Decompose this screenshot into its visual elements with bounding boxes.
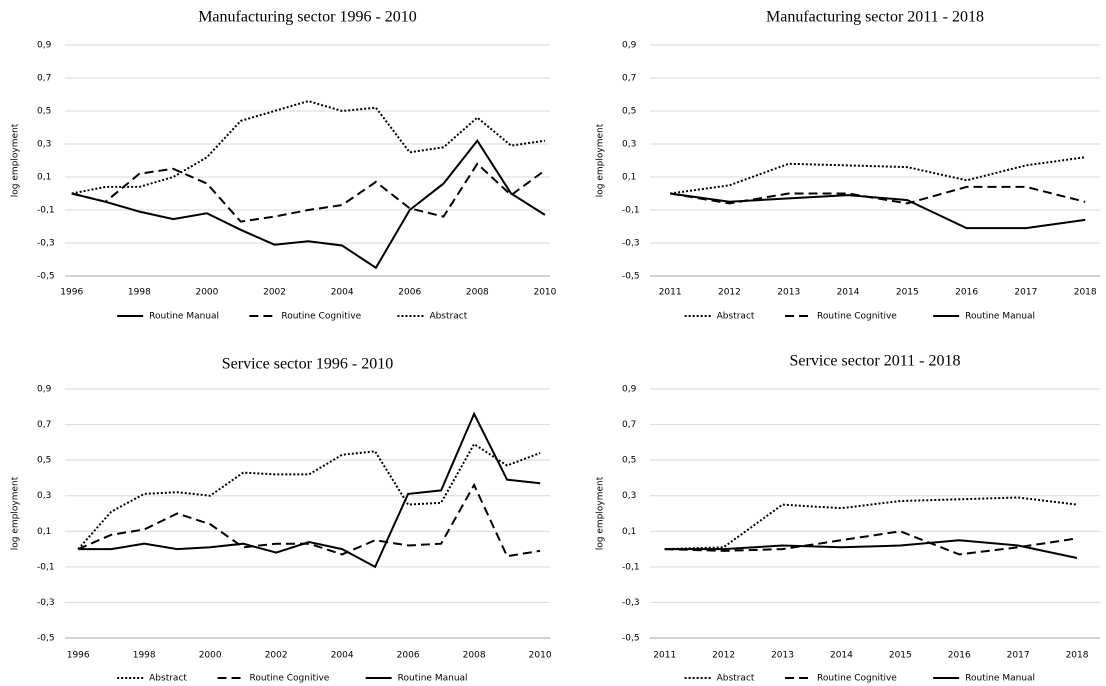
x-tick-label: 2013 [771, 651, 794, 661]
legend-label: Routine Manual [398, 674, 468, 684]
x-tick-label: 1996 [67, 651, 90, 661]
x-tick-label: 2014 [830, 651, 853, 661]
y-tick-label: 0,3 [37, 140, 51, 150]
legend-label: Routine Manual [965, 674, 1035, 684]
legend-label: Routine Manual [149, 312, 219, 322]
y-tick-label: 0,9 [37, 385, 52, 395]
y-tick-label: -0,3 [622, 598, 640, 608]
series-line [664, 539, 1078, 559]
legend-label: Routine Cognitive [817, 312, 897, 322]
legend-label: Routine Manual [965, 312, 1035, 322]
x-tick-label: 2018 [1074, 288, 1097, 298]
y-tick-label: 0,5 [37, 456, 51, 466]
x-tick-label: 2000 [195, 288, 218, 298]
y-tick-label: 0,7 [622, 420, 636, 430]
x-tick-label: 2011 [653, 651, 676, 661]
x-tick-label: 2006 [398, 288, 421, 298]
legend-label: Abstract [717, 312, 755, 322]
chart-panel: Service sector 1996 - 2010 log employment… [11, 356, 552, 684]
y-axis-label: log employment [11, 123, 21, 197]
chart-panel: Manufacturing sector 2011 - 2018 log empl… [596, 9, 1100, 322]
y-tick-label: 0,3 [622, 491, 636, 501]
x-tick-label: 2013 [777, 288, 800, 298]
chart-panel: Service sector 2011 - 2018 log employment… [596, 353, 1100, 684]
series-line [78, 411, 541, 569]
x-tick-label: 2017 [1007, 651, 1030, 661]
x-tick-label: 2008 [463, 651, 486, 661]
series-line [664, 496, 1078, 551]
x-tick-label: 2012 [712, 651, 735, 661]
chart-title: Service sector 2011 - 2018 [790, 353, 961, 370]
y-tick-label: 0,9 [37, 41, 52, 51]
y-axis-label: log employment [11, 476, 21, 550]
y-tick-label: -0,5 [37, 634, 55, 644]
x-tick-label: 2010 [529, 651, 552, 661]
x-tick-label: 2016 [955, 288, 978, 298]
x-tick-label: 2002 [265, 651, 288, 661]
y-tick-label: 0,3 [622, 140, 636, 150]
series-line [71, 162, 546, 223]
x-tick-label: 2006 [397, 651, 420, 661]
x-tick-label: 1998 [128, 288, 151, 298]
x-tick-label: 2004 [331, 288, 354, 298]
y-tick-label: 0,1 [37, 527, 51, 537]
legend-label: Abstract [717, 674, 755, 684]
y-tick-label: 0,9 [622, 385, 637, 395]
y-axis-label: log employment [596, 123, 606, 197]
y-tick-label: -0,5 [37, 272, 55, 282]
y-tick-label: -0,5 [622, 634, 640, 644]
x-tick-label: 2011 [659, 288, 682, 298]
y-tick-label: 0,7 [37, 420, 51, 430]
legend-label: Routine Cognitive [817, 674, 897, 684]
x-tick-label: 2015 [896, 288, 919, 298]
y-tick-label: -0,3 [37, 239, 55, 249]
y-tick-label: -0,5 [622, 272, 640, 282]
chart-panel: Manufacturing sector 1996 - 2010 log empl… [11, 9, 557, 322]
x-tick-label: 2002 [263, 288, 286, 298]
chart-title: Manufacturing sector 1996 - 2010 [198, 9, 417, 26]
y-tick-label: -0,1 [37, 562, 55, 572]
series-line [670, 192, 1086, 230]
x-tick-label: 2015 [889, 651, 912, 661]
series-line [71, 100, 546, 195]
chart-title: Service sector 1996 - 2010 [222, 356, 394, 373]
x-tick-label: 2012 [718, 288, 741, 298]
y-tick-label: -0,1 [37, 206, 55, 216]
y-tick-label: 0,1 [37, 173, 51, 183]
legend-label: Routine Cognitive [281, 312, 361, 322]
y-tick-label: 0,5 [622, 107, 636, 117]
x-tick-label: 1998 [133, 651, 156, 661]
series-line [71, 138, 546, 270]
legend-label: Abstract [149, 674, 187, 684]
y-tick-label: 0,1 [622, 527, 636, 537]
y-axis-label: log employment [596, 476, 606, 550]
series-line [670, 156, 1086, 195]
x-tick-label: 2016 [948, 651, 971, 661]
chart-title: Manufacturing sector 2011 - 2018 [766, 9, 984, 26]
y-tick-label: -0,1 [622, 206, 640, 216]
y-tick-label: 0,3 [37, 491, 51, 501]
x-tick-label: 2000 [199, 651, 222, 661]
x-tick-label: 2008 [466, 288, 489, 298]
legend-label: Routine Cognitive [250, 674, 330, 684]
x-tick-label: 1996 [60, 288, 83, 298]
y-tick-label: 0,9 [622, 41, 637, 51]
y-tick-label: 0,1 [622, 173, 636, 183]
y-tick-label: -0,3 [622, 239, 640, 249]
x-tick-label: 2014 [837, 288, 860, 298]
y-tick-label: 0,7 [37, 74, 51, 84]
y-tick-label: 0,7 [622, 74, 636, 84]
series-line [664, 530, 1078, 556]
y-tick-label: 0,5 [37, 107, 51, 117]
y-tick-label: 0,5 [622, 456, 636, 466]
y-tick-label: -0,3 [37, 598, 55, 608]
series-line [77, 442, 541, 550]
legend-label: Abstract [429, 312, 467, 322]
x-tick-label: 2017 [1014, 288, 1037, 298]
x-tick-label: 2004 [331, 651, 354, 661]
x-tick-label: 2018 [1066, 651, 1089, 661]
x-tick-label: 2010 [533, 288, 556, 298]
y-tick-label: -0,1 [622, 562, 640, 572]
